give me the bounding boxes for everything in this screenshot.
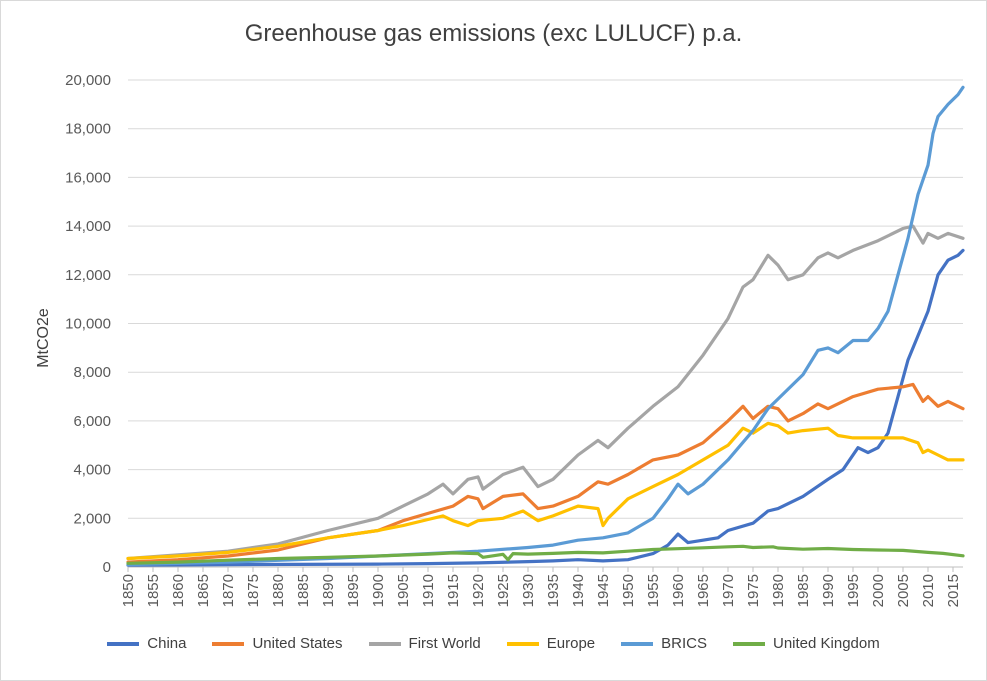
y-tick-label: 10,000 [65,316,111,333]
y-tick-label: 14,000 [65,218,111,235]
legend-swatch [621,641,654,646]
x-tick-label: 1995 [845,574,862,607]
legend-item-first-world: First World [368,635,481,652]
x-tick-label: 1920 [470,574,487,607]
legend-label: BRICS [661,635,707,652]
x-tick-label: 1975 [745,574,762,607]
series-line-europe [126,421,965,561]
x-tick-label: 1865 [195,574,212,607]
y-tick-label: 2,000 [73,510,111,527]
legend-swatch [368,641,401,646]
x-tick-label: 1855 [145,574,162,607]
x-tick-label: 1860 [170,574,187,607]
legend-label: United Kingdom [772,635,880,652]
x-tick-label: 1930 [520,574,537,607]
legend-label: United States [252,635,343,652]
legend-swatch [732,641,765,646]
series-line-first-world [126,224,965,561]
legend-swatch [506,641,539,646]
y-tick-label: 18,000 [65,121,111,138]
x-tick-label: 1885 [295,574,312,607]
y-tick-label: 4,000 [73,462,111,479]
legend-label: Europe [546,635,596,652]
x-tick-label: 1925 [495,574,512,607]
legend-swatch [212,641,245,646]
x-tick-label: 1950 [620,574,637,607]
x-tick-label: 1945 [595,574,612,607]
x-tick-label: 1965 [695,574,712,607]
series-line-united-states [126,382,965,564]
y-tick-label: 20,000 [65,72,111,89]
x-tick-label: 1895 [345,574,362,607]
y-tick-label: 8,000 [73,364,111,381]
x-tick-label: 2000 [870,574,887,607]
x-tick-label: 1905 [395,574,412,607]
y-tick-label: 6,000 [73,413,111,430]
x-tick-label: 1870 [220,574,237,607]
x-tick-label: 1960 [670,574,687,607]
legend-swatch [107,641,140,646]
y-tick-label: 16,000 [65,169,111,186]
x-tick-label: 1915 [445,574,462,607]
legend-label: China [147,635,187,652]
x-tick-label: 2015 [945,574,962,607]
x-tick-label: 1900 [370,574,387,607]
legend-item-united-kingdom: United Kingdom [732,635,880,652]
legend-item-china: China [107,635,186,652]
series-line-brics [126,85,965,567]
x-tick-label: 2010 [920,574,937,607]
x-tick-label: 2005 [895,574,912,607]
x-tick-label: 1940 [570,574,587,607]
chart-legend: China United States First World Europe BRICS… [0,635,987,652]
x-tick-label: 1955 [645,574,662,607]
chart-title: Greenhouse gas emissions (exc LULUCF) p.… [244,20,743,47]
series-line-china [126,248,965,567]
legend-item-united-states: United States [212,635,343,652]
legend-label: First World [408,635,481,652]
x-tick-label: 1980 [770,574,787,607]
series-line-united-kingdom [126,544,965,565]
y-tick-label: 0 [103,559,111,576]
x-tick-label: 1875 [245,574,262,607]
x-tick-label: 1910 [420,574,437,607]
x-tick-label: 1990 [820,574,837,607]
x-tick-label: 1935 [545,574,562,607]
x-tick-label: 1985 [795,574,812,607]
y-tick-label: 12,000 [65,267,111,284]
x-tick-label: 1850 [120,574,137,607]
x-tick-label: 1970 [720,574,737,607]
legend-item-europe: Europe [506,635,596,652]
legend-item-brics: BRICS [621,635,707,652]
x-tick-label: 1880 [270,574,287,607]
x-tick-label: 1890 [320,574,337,607]
